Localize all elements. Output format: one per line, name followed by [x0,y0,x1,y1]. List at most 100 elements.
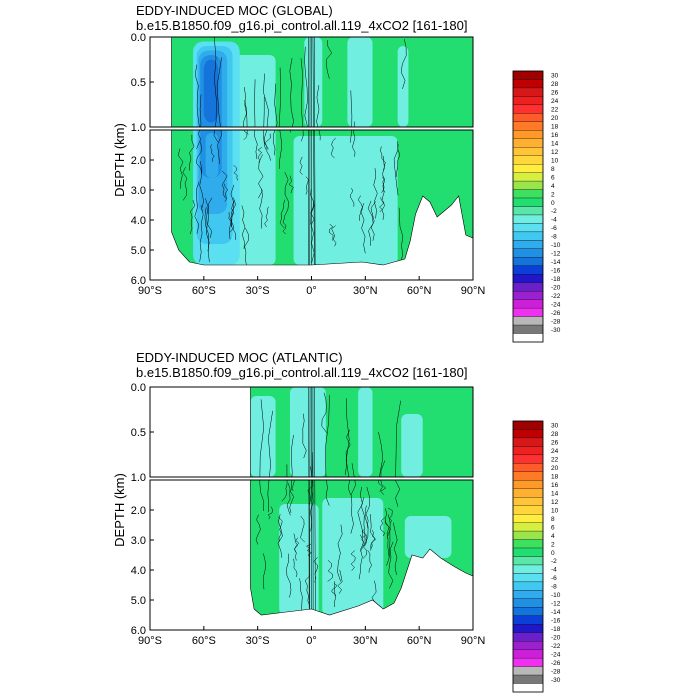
colorbar-label: -26 [551,310,561,317]
x-tick-label: 30°N [353,285,378,297]
colorbar-label: 4 [551,183,555,190]
contour-line [345,398,351,496]
contour-line [291,434,294,492]
contour-line [304,575,311,606]
contour-line [331,225,337,247]
x-tick-label: 60°N [407,635,432,647]
contour-line [371,529,376,549]
colorbar-label: 0 [551,550,555,557]
colorbar-swatch [512,446,544,456]
x-tick-label: 0° [306,285,317,297]
contour-line [304,46,309,131]
global-moc-panel: EDDY-INDUCED MOC (GLOBAL) b.e15.B1850.f0… [112,3,485,297]
contour-line [289,58,294,133]
colorbar-label: 16 [551,132,559,139]
contour-line [307,466,314,505]
atlantic-y-axis-label: DEPTH (km) [112,473,127,547]
contour-line [293,558,298,578]
contour-line [333,581,336,608]
contour-line [254,79,258,160]
global-chart-subtitle: b.e15.B1850.f09_g16.pi_control.all.119_4… [136,18,468,33]
y-tick-label: 5.0 [131,595,146,607]
contour-line [328,223,334,241]
colorbar-swatch [512,454,544,464]
contour-line [385,508,392,540]
y-tick-label: 4.0 [131,565,146,577]
contour-line [358,534,364,580]
colorbar-label: 14 [551,490,559,497]
contour-line [364,505,369,529]
colorbar-label: 2 [551,191,555,198]
contour-line [244,227,249,265]
contour-line [381,190,386,220]
y-tick-label: 6.0 [131,625,146,637]
contour-field [171,37,473,265]
atlantic-colorbar: 302826242220181614121086420-2-4-6-8-10-1… [512,420,561,693]
colorbar-label: 16 [551,482,559,489]
colorbar-swatch [512,564,544,574]
global-contour-plot: 0.0 0.5 1.0 2.0 3.0 4.0 5.0 6.090°S 60°S 30°S 0° 30… [131,32,486,297]
contour-line [177,148,184,189]
colorbar-swatch [512,505,544,515]
contour-fill-minus2 [250,396,276,477]
x-tick-label: 30°S [246,635,270,647]
colorbar-label: -2 [551,558,557,565]
colorbar-swatch [512,463,544,472]
frame-gap [149,127,474,130]
y-tick-label: 0.5 [131,77,146,89]
colorbar-label: 20 [551,115,559,122]
atlantic-chart-subtitle: b.e15.B1850.f09_g16.pi_control.all.119_4… [136,365,468,380]
contour-line [262,553,266,590]
colorbar-label: -6 [551,575,557,582]
contour-line [205,198,210,252]
contour-line [373,168,378,219]
contour-line [199,161,204,210]
contour-line [277,514,283,558]
contour-fill-minus2 [322,498,384,615]
colorbar-swatch [512,231,544,241]
colorbar-label: -22 [551,643,561,650]
contour-line [387,507,393,524]
colorbar-label: 14 [551,140,559,147]
colorbar-swatch [512,420,544,430]
contour-line [326,40,333,79]
contour-fill-minus2 [289,387,326,477]
colorbar-swatch [512,282,544,292]
y-tick-label: 5.0 [131,245,146,257]
colorbar-swatch [512,530,544,540]
contour-line [314,387,316,615]
y-tick-label: 0.5 [131,427,146,439]
contour-line [360,203,366,254]
contour-line [380,146,386,171]
contour-line [293,537,299,561]
contour-line [278,67,282,169]
colorbar-label: -6 [551,225,557,232]
contour-line [350,463,356,534]
colorbar-swatch [512,632,544,642]
contour-line [330,137,336,159]
colorbar-swatch [512,138,544,148]
contour-line [381,176,385,193]
colorbar-label: -26 [551,660,561,667]
contour-line [189,200,196,235]
contour-line [305,543,312,558]
x-tick-label: 90°N [461,285,486,297]
contour-line [299,156,303,175]
colorbar-label: 26 [551,90,559,97]
contour-line [289,480,295,513]
contour-line [312,37,315,265]
colorbar-swatch [512,429,544,439]
contour-line [263,73,269,150]
contour-fill-minus2 [358,387,373,477]
contour-line [357,195,363,221]
colorbar-label: 20 [551,465,559,472]
colorbar-swatch [512,214,544,224]
contour-line [286,483,291,516]
colorbar-swatch [512,590,544,599]
y-tick-label: 0.0 [131,32,146,44]
contour-line [196,94,202,150]
contour-line [357,486,363,538]
contour-line [370,201,377,241]
colorbar-swatch [512,674,544,684]
